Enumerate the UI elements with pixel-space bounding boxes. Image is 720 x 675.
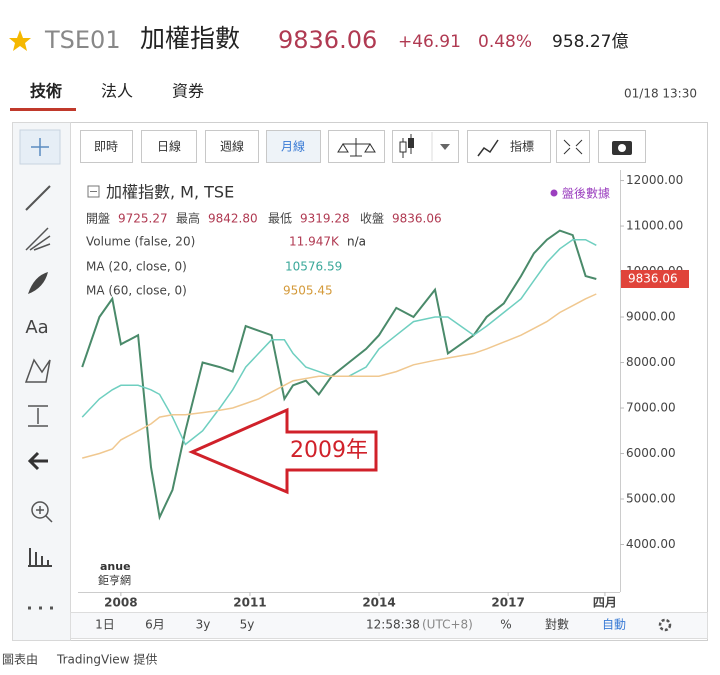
- tab[interactable]: 技術: [30, 82, 62, 101]
- button[interactable]: [205, 130, 259, 163]
- range-button[interactable]: 6月: [145, 618, 165, 632]
- tab[interactable]: 法人: [101, 82, 133, 101]
- x-tick-label: 2011: [233, 596, 266, 610]
- compare-icon: [337, 138, 376, 157]
- y-tick-label: 7000.00: [626, 401, 676, 415]
- percent-toggle[interactable]: %: [500, 618, 511, 632]
- range-button[interactable]: 1日: [95, 618, 115, 632]
- cross-icon: [31, 138, 49, 156]
- chart-frame: [12, 122, 708, 641]
- ohlc-value: 9319.28: [300, 212, 350, 226]
- turnover: 958.27億: [552, 32, 628, 52]
- button-label: 週線: [220, 139, 244, 154]
- fullscreen-icon: [563, 139, 583, 155]
- button-label: 月線: [281, 139, 305, 154]
- button-active[interactable]: [266, 130, 321, 163]
- plot: 4000.00 5000.00 6000.00 7000.00 8000.00 9000.…: [81, 173, 689, 610]
- y-tick-label: 4000.00: [626, 537, 676, 551]
- x-tick-label: 四月: [593, 596, 617, 610]
- trend-icon[interactable]: [25, 185, 51, 211]
- y-tick-label: 12000.00: [626, 173, 683, 187]
- zoom-handle: [36, 506, 53, 523]
- button-label: 日線: [157, 139, 181, 154]
- chart-title: 加權指數, M, TSE: [106, 183, 234, 202]
- tab-underline: [10, 108, 76, 111]
- x-tick-label: 2008: [104, 596, 137, 610]
- candle-icon: [408, 138, 414, 148]
- symbol: TSE01: [44, 26, 121, 54]
- log-toggle[interactable]: 對數: [545, 618, 569, 632]
- legend-entry: MA (60, close, 0): [86, 284, 187, 298]
- volume-legend: Volume (false, 20): [86, 235, 195, 249]
- change: +46.91: [398, 32, 461, 52]
- tab[interactable]: 資券: [172, 82, 204, 101]
- watermark-name: 鉅亨網: [98, 573, 131, 587]
- ohlc-value: 9725.27: [118, 212, 168, 226]
- ma-line: [81, 238, 597, 446]
- y-tick-label: 8000.00: [626, 355, 676, 369]
- y-tick-label: 11000.00: [626, 219, 683, 233]
- last-price-tag: [621, 269, 689, 288]
- bottom-bar: [70, 612, 708, 639]
- datetime: 01/18 13:30: [624, 87, 697, 101]
- settings-icon[interactable]: [658, 618, 672, 632]
- candle-icon: [399, 141, 407, 153]
- volume-extra: n/a: [347, 235, 366, 249]
- ma-line: [82, 293, 597, 459]
- watermark-brand: anue: [100, 560, 131, 573]
- button[interactable]: [467, 130, 551, 163]
- dropdown-icon: [440, 144, 450, 150]
- star-icon[interactable]: [9, 30, 31, 51]
- aftermarket-dot: [550, 189, 558, 197]
- button-label: 指標: [510, 139, 534, 154]
- legend-entry: MA (20, close, 0): [86, 260, 187, 274]
- button[interactable]: [556, 130, 590, 163]
- y-tick-label: 6000.00: [626, 446, 676, 460]
- brush-icon[interactable]: [28, 272, 48, 294]
- price: 9836.06: [278, 26, 377, 54]
- volume-value: 11.947K: [289, 235, 340, 249]
- index-name: 加權指數: [140, 24, 240, 53]
- y-tick-label: 5000.00: [626, 492, 676, 506]
- button[interactable]: [141, 130, 197, 163]
- aftermarket: 盤後數據: [562, 187, 610, 201]
- measure-icon[interactable]: [28, 405, 48, 427]
- x-tick-label: 2014: [362, 596, 395, 610]
- annotation-arrow: [188, 407, 378, 495]
- ohlc-label: 收盤: [360, 212, 384, 226]
- zoom-icon[interactable]: [31, 501, 49, 519]
- legend-value: 9505.45: [283, 284, 333, 298]
- clock: 12:58:38: [366, 618, 420, 632]
- timezone: (UTC+8): [422, 618, 473, 632]
- button-label: 即時: [94, 140, 118, 154]
- ohlc-label: 最高: [176, 211, 200, 226]
- auto-toggle[interactable]: 自動: [602, 618, 626, 632]
- change-pct: 0.48%: [478, 32, 532, 52]
- collapse-icon[interactable]: [87, 185, 100, 198]
- ohlc-value: 9836.06: [392, 212, 442, 226]
- footer-provider: TradingView 提供: [56, 652, 157, 667]
- ruler-icon[interactable]: [28, 548, 52, 567]
- range-button[interactable]: 5y: [240, 618, 255, 632]
- y-tick-label: 9000.00: [626, 310, 676, 324]
- range-button[interactable]: 3y: [196, 618, 211, 632]
- pattern-icon[interactable]: [24, 358, 51, 383]
- ohlc-value: 9842.80: [208, 212, 258, 226]
- button[interactable]: [80, 130, 133, 163]
- price-line: [81, 229, 597, 521]
- x-tick-label: 2017: [491, 596, 524, 610]
- fib-icon[interactable]: [25, 227, 51, 251]
- legend-value: 10576.59: [285, 260, 342, 274]
- annotation: 2009年: [290, 438, 368, 463]
- camera-lens: [618, 144, 626, 152]
- remove-icon[interactable]: [27, 451, 48, 471]
- last-price: 9836.06: [628, 271, 678, 285]
- footer-prefix: 圖表由: [2, 653, 38, 667]
- ohlc-label: 開盤: [86, 212, 110, 226]
- text-tool[interactable]: Aa: [25, 317, 48, 338]
- ohlc-label: 最低: [268, 212, 292, 226]
- indicator-icon: [477, 139, 499, 157]
